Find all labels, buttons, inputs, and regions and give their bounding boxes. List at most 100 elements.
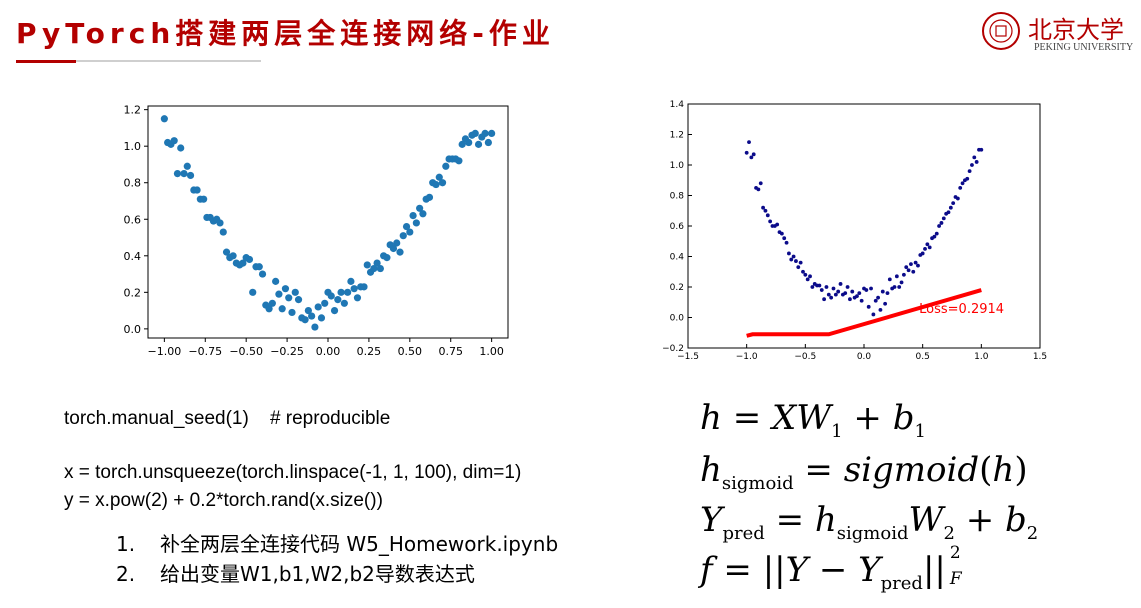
data-point	[909, 262, 913, 267]
task-number: 2.	[116, 562, 136, 586]
data-point	[763, 208, 768, 213]
data-point	[389, 244, 398, 253]
data-point	[337, 288, 345, 296]
x-tick-label: 1.0	[974, 352, 989, 362]
data-point	[810, 285, 815, 289]
data-point	[249, 288, 257, 296]
data-point	[321, 299, 329, 307]
data-point	[442, 162, 450, 170]
plot-frame	[147, 105, 509, 339]
data-point	[838, 282, 843, 286]
data-point	[281, 285, 290, 293]
task-text: 给出变量W1,b1,W2,b2导数表达式	[160, 562, 475, 586]
data-point	[789, 257, 794, 262]
title-divider-accent	[16, 60, 76, 63]
data-point	[412, 219, 420, 227]
data-point	[866, 304, 871, 309]
formula-symbol: Y	[700, 500, 723, 540]
data-point	[843, 291, 848, 295]
data-point	[883, 301, 888, 306]
x-tick-label: 1.00	[479, 345, 504, 358]
data-point	[186, 171, 195, 180]
formula-symbol: Y	[785, 550, 809, 590]
formula-symbol: b	[1005, 500, 1027, 540]
data-point	[857, 291, 862, 295]
data-point	[399, 232, 407, 240]
formula-symbol: Y	[858, 550, 881, 590]
data-point	[481, 129, 489, 138]
data-point	[885, 291, 890, 295]
task-item-1: 1. 补全两层全连接代码 W5_Homework.ipynb	[116, 528, 558, 557]
logo-english-text: PEKING UNIVERSITY	[1034, 42, 1134, 53]
data-point	[775, 222, 780, 227]
data-point	[965, 176, 970, 181]
data-point	[291, 288, 299, 296]
formula-symbol: h	[700, 450, 722, 490]
data-point	[340, 299, 348, 307]
x-tick-label: 0.25	[357, 345, 382, 358]
data-point	[805, 277, 810, 282]
y-tick-label: 0.6	[670, 222, 685, 232]
data-point	[782, 236, 787, 241]
data-point	[288, 308, 296, 317]
data-point	[393, 239, 401, 247]
data-point	[285, 294, 293, 302]
y-tick-label: 0.2	[670, 283, 684, 293]
data-point	[869, 286, 873, 291]
data-point	[353, 294, 362, 302]
data-point	[779, 231, 784, 236]
task-item-2: 2. 给出变量W1,b1,W2,b2导数表达式	[116, 558, 475, 587]
data-point	[170, 137, 178, 145]
data-point	[972, 155, 977, 160]
data-point	[370, 264, 378, 273]
data-point	[826, 292, 831, 297]
data-point	[438, 179, 447, 187]
data-point	[465, 138, 473, 147]
data-point	[272, 277, 280, 285]
data-point	[751, 152, 756, 157]
data-point	[894, 274, 899, 279]
data-scatter-chart: −1.00 −0.75 −0.50 −0.25 0.00 0.25 0.50 0.75 1.00…	[124, 104, 509, 358]
data-point	[265, 305, 273, 313]
data-point	[925, 242, 930, 247]
x-tick-label: −0.50	[229, 345, 263, 358]
data-point	[946, 210, 951, 215]
x-tick-label: −1.0	[736, 352, 758, 362]
data-point	[951, 201, 956, 206]
data-point	[904, 265, 909, 270]
data-point	[911, 269, 916, 274]
data-point	[822, 297, 827, 302]
data-point	[876, 295, 880, 300]
data-point	[406, 228, 414, 236]
y-tick-label: 0.8	[124, 177, 142, 190]
formula-loss: f = ||Y − Ypred|| 2 F	[700, 543, 968, 594]
data-point	[941, 216, 946, 221]
data-point	[794, 259, 798, 263]
x-tick-label: 0.50	[398, 345, 423, 358]
data-point	[808, 274, 812, 279]
formula-symbol: f	[700, 550, 713, 590]
title-divider	[16, 60, 261, 62]
data-point	[855, 294, 859, 299]
data-point	[787, 251, 791, 256]
y-tick-label: 0.4	[670, 253, 685, 263]
fit-result-chart: −1.5 −1.0 −0.5 0.0 0.5 1.0 1.5 −0.2 0.0 0.2 0.4 0.6…	[662, 100, 1047, 362]
data-point	[373, 259, 381, 267]
plot-frame	[687, 103, 1041, 349]
data-point	[275, 290, 283, 298]
data-point	[765, 213, 770, 218]
data-point	[216, 219, 224, 227]
data-point	[245, 255, 254, 264]
y-tick-label: −0.2	[662, 344, 684, 354]
data-point	[880, 289, 885, 294]
data-point	[819, 288, 824, 292]
data-point	[829, 295, 834, 300]
x-tick-label: 1.5	[1033, 352, 1047, 362]
y-tick-label: 1.2	[124, 104, 142, 117]
data-point	[831, 286, 836, 291]
data-point	[350, 285, 358, 293]
data-point	[791, 254, 796, 259]
data-point	[899, 280, 904, 285]
data-point	[850, 289, 855, 294]
data-point	[193, 186, 201, 194]
